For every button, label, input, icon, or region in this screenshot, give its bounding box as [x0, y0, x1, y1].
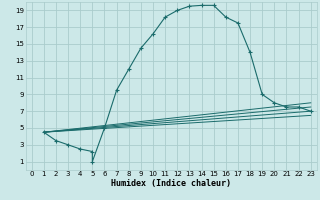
X-axis label: Humidex (Indice chaleur): Humidex (Indice chaleur) — [111, 179, 231, 188]
